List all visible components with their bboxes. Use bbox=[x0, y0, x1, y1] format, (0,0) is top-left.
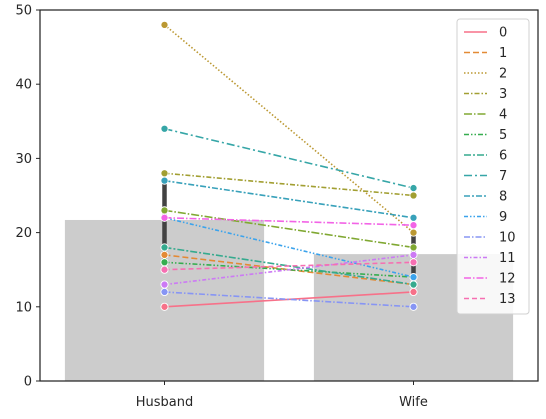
series-line-11 bbox=[164, 254, 414, 286]
legend-label-10: 10 bbox=[499, 231, 516, 246]
series-point-10-wife bbox=[409, 302, 418, 311]
series-line-4 bbox=[164, 209, 414, 249]
legend-label-13: 13 bbox=[499, 292, 516, 307]
series-point-9-wife bbox=[409, 273, 418, 282]
legend-label-7: 7 bbox=[499, 169, 507, 184]
series-line-9 bbox=[164, 216, 414, 278]
series-point-5-husband bbox=[160, 258, 169, 267]
series-point-6-husband bbox=[160, 243, 169, 252]
series-point-10-husband bbox=[160, 287, 169, 297]
series-line-12 bbox=[164, 216, 414, 226]
series-point-6-wife bbox=[409, 280, 418, 289]
legend-label-9: 9 bbox=[499, 210, 507, 225]
series-point-13-wife bbox=[409, 258, 418, 267]
series-line-10 bbox=[164, 291, 414, 308]
series-line-7 bbox=[164, 127, 414, 189]
series-line-6 bbox=[164, 246, 414, 286]
series-point-0-husband bbox=[160, 302, 169, 311]
series-point-13-husband bbox=[160, 265, 169, 274]
series-point-3-wife bbox=[409, 191, 418, 200]
series-point-4-wife bbox=[409, 243, 418, 252]
x-tick-label: Wife bbox=[399, 395, 428, 410]
y-tick-label: 0 bbox=[24, 375, 32, 390]
legend-label-11: 11 bbox=[499, 251, 516, 266]
legend-label-2: 2 bbox=[499, 67, 507, 82]
y-tick-label: 40 bbox=[15, 78, 32, 93]
series-point-2-husband bbox=[160, 20, 169, 29]
series-point-7-wife bbox=[409, 184, 418, 193]
y-tick-label: 10 bbox=[15, 300, 32, 315]
bars-layer bbox=[64, 219, 514, 381]
series-line-8 bbox=[164, 179, 414, 219]
legend-label-4: 4 bbox=[499, 108, 507, 123]
series-line-0 bbox=[164, 291, 414, 308]
series-line-3 bbox=[164, 172, 414, 197]
legend-label-8: 8 bbox=[499, 190, 507, 205]
series-point-12-wife bbox=[409, 221, 418, 230]
y-tick-label: 20 bbox=[15, 226, 32, 241]
legend-label-12: 12 bbox=[499, 272, 516, 287]
plot-frame bbox=[39, 9, 539, 382]
series-point-4-husband bbox=[160, 206, 169, 215]
legend-label-0: 0 bbox=[499, 26, 507, 41]
lines-layer bbox=[163, 24, 415, 308]
series-point-12-husband bbox=[160, 213, 169, 222]
series-point-0-wife bbox=[409, 287, 418, 297]
y-tick-label: 50 bbox=[15, 4, 32, 19]
series-point-11-wife bbox=[409, 250, 418, 259]
series-point-11-husband bbox=[160, 280, 169, 289]
y-axis: 0 10 20 30 40 50 bbox=[15, 4, 40, 390]
series-line-2 bbox=[163, 24, 415, 234]
legend-label-5: 5 bbox=[499, 128, 507, 143]
y-tick-label: 30 bbox=[15, 152, 32, 167]
series-point-1-husband bbox=[160, 250, 169, 259]
series-point-7-husband bbox=[160, 124, 169, 133]
series-point-3-husband bbox=[160, 169, 169, 178]
series-point-2-wife bbox=[409, 228, 418, 237]
markers-layer bbox=[160, 20, 418, 311]
x-tick-label: Husband bbox=[136, 395, 194, 410]
series-line-13 bbox=[164, 261, 414, 271]
series-line-1 bbox=[164, 254, 414, 286]
series-point-8-husband bbox=[160, 176, 169, 185]
series-point-8-wife bbox=[409, 213, 418, 222]
legend-label-3: 3 bbox=[499, 87, 507, 102]
legend-label-1: 1 bbox=[499, 46, 507, 61]
series-line-5 bbox=[164, 261, 414, 278]
legend-box bbox=[456, 18, 530, 315]
x-axis: Husband Wife bbox=[136, 381, 428, 410]
legend-label-6: 6 bbox=[499, 149, 507, 164]
